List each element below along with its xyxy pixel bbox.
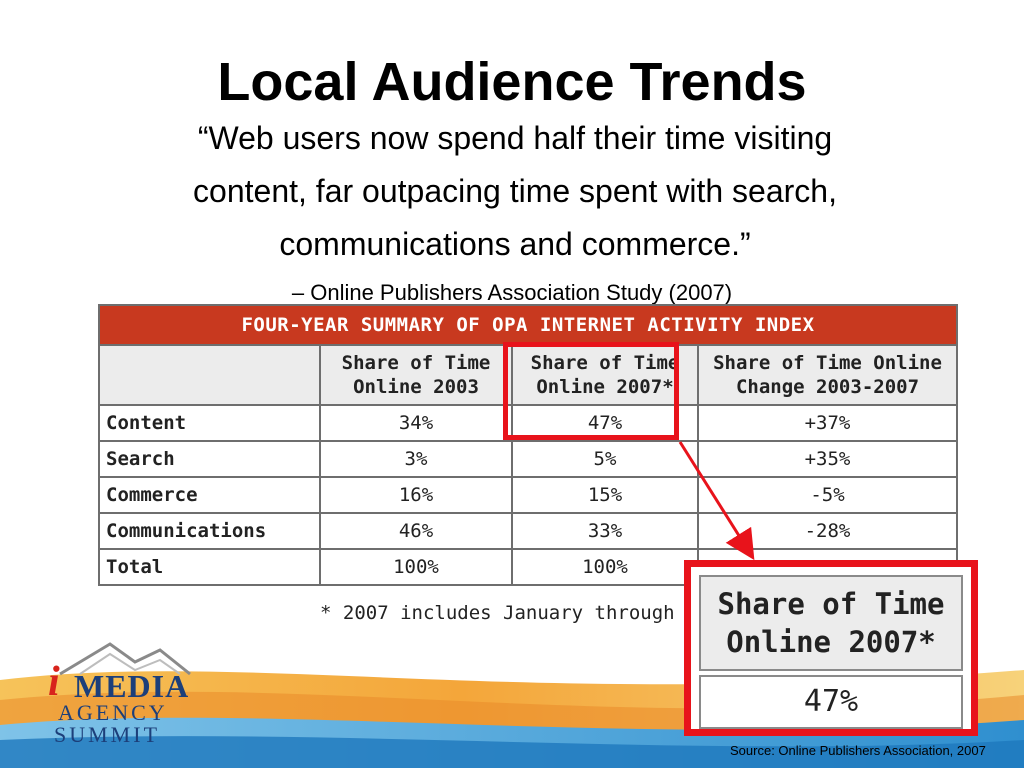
cell-2007: 5%	[511, 440, 699, 478]
table-row: Commerce 16% 15% -5%	[98, 476, 958, 514]
table-footnote: * 2007 includes January through	[320, 602, 675, 624]
header-change: Share of Time Online Change 2003-2007	[697, 344, 958, 406]
row-label: Search	[98, 440, 321, 478]
zoom-header-line: Online 2007*	[726, 625, 936, 659]
cell-change: +37%	[697, 404, 958, 442]
cell-2003: 46%	[319, 512, 513, 550]
header-line: Online 2007*	[536, 376, 674, 398]
quote-line: communications and commerce.”	[279, 226, 751, 262]
header-2003: Share of Time Online 2003	[319, 344, 513, 406]
highlight-box	[503, 342, 679, 440]
cell-2003: 100%	[319, 548, 513, 586]
header-line: Change 2003-2007	[735, 376, 920, 398]
header-line: Share of Time	[530, 352, 680, 374]
table-row: Search 3% 5% +35%	[98, 440, 958, 478]
table-caption: FOUR-YEAR SUMMARY OF OPA INTERNET ACTIVI…	[98, 304, 958, 346]
imedia-logo: i MEDIA AGENCY SUMMIT	[40, 640, 200, 750]
zoom-header: Share of Time Online 2007*	[699, 575, 963, 671]
mountain-icon	[59, 642, 191, 676]
header-line: Share of Time Online	[713, 352, 942, 374]
cell-2007: 15%	[511, 476, 699, 514]
header-line: Online 2003	[353, 376, 479, 398]
table-row: Communications 46% 33% -28%	[98, 512, 958, 550]
cell-change: -28%	[697, 512, 958, 550]
zoom-callout: Share of Time Online 2007* 47%	[684, 560, 978, 736]
header-blank	[98, 344, 321, 406]
zoom-header-line: Share of Time	[717, 587, 945, 621]
table-row: Content 34% 47% +37%	[98, 404, 958, 442]
logo-i: i	[48, 659, 60, 705]
quote-attribution: – Online Publishers Association Study (2…	[291, 280, 733, 305]
cell-2003: 16%	[319, 476, 513, 514]
cell-change: +35%	[697, 440, 958, 478]
cell-change: -5%	[697, 476, 958, 514]
row-label: Total	[98, 548, 321, 586]
quote: “Web users now spend half their time vis…	[90, 112, 940, 271]
cell-2007: 100%	[511, 548, 699, 586]
quote-line: “Web users now spend half their time vis…	[197, 120, 833, 156]
row-label: Content	[98, 404, 321, 442]
row-label: Commerce	[98, 476, 321, 514]
quote-line: content, far outpacing time spent with s…	[193, 173, 837, 209]
logo-summit: SUMMIT	[54, 722, 161, 747]
logo-agency: AGENCY	[58, 700, 168, 725]
header-2007: Share of Time Online 2007*	[511, 344, 699, 406]
cell-2003: 3%	[319, 440, 513, 478]
logo-media: MEDIA	[74, 668, 190, 704]
cell-2007: 33%	[511, 512, 699, 550]
row-label: Communications	[98, 512, 321, 550]
slide-title: Local Audience Trends	[217, 52, 807, 112]
zoom-value: 47%	[699, 675, 963, 729]
source-note: Source: Online Publishers Association, 2…	[730, 743, 986, 758]
header-line: Share of Time	[341, 352, 491, 374]
opa-activity-table: FOUR-YEAR SUMMARY OF OPA INTERNET ACTIVI…	[98, 304, 958, 586]
cell-2003: 34%	[319, 404, 513, 442]
